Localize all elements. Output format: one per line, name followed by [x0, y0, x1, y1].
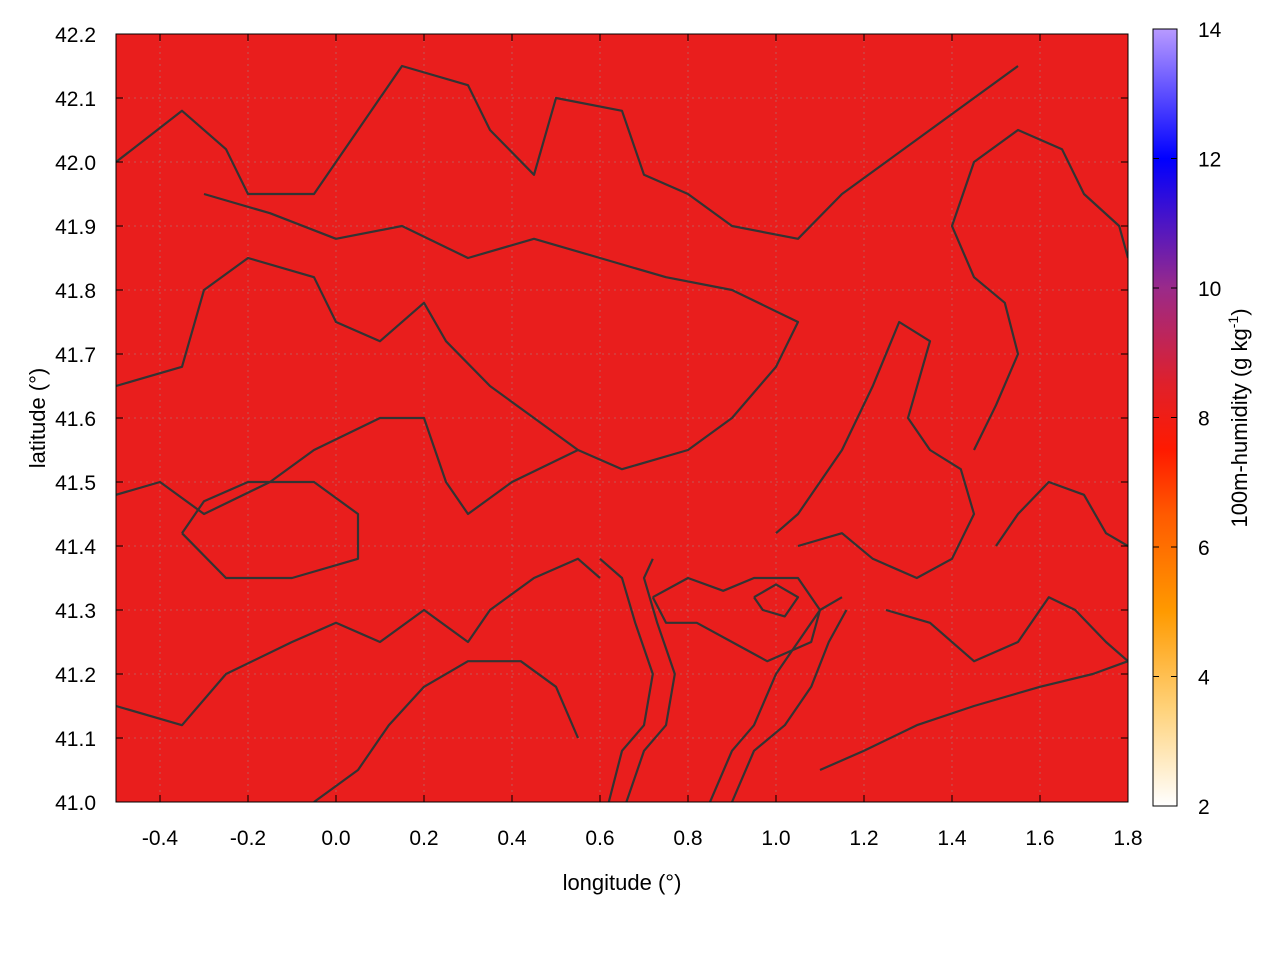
y-axis-title: latitude (°): [25, 368, 50, 469]
contour-line: [753, 583, 800, 618]
contour-line: [730, 609, 848, 802]
grid-lines: [116, 34, 1128, 802]
x-tick-label: -0.4: [142, 827, 179, 850]
y-tick-label: 41.4: [55, 536, 96, 559]
contour-line: [995, 480, 1128, 547]
contour-line: [313, 660, 580, 802]
y-tick-label: 42.0: [55, 152, 96, 175]
y-tick-label: 41.0: [55, 792, 96, 815]
contour-line: [775, 320, 976, 580]
x-axis: -0.4 -0.2 0.0 0.2 0.4 0.6 0.8 1.0 1.2 1.4 1.6 1.8: [142, 34, 1143, 850]
x-tick-label: 1.8: [1113, 827, 1142, 850]
y-tick-label: 42.2: [55, 24, 96, 47]
y-tick-label: 41.6: [55, 408, 96, 431]
contour-line: [819, 660, 1128, 772]
colorbar: 2 4 6 8 10 12 14 100m-humidity (g kg-1): [1152, 19, 1252, 819]
y-axis: 41.0 41.1 41.2 41.3 41.4 41.5 41.6 41.7 41.8 41.9…: [55, 24, 1128, 815]
y-tick-label: 41.7: [55, 344, 96, 367]
colorbar-tick-label: 4: [1198, 667, 1210, 690]
colorbar-title: 100m-humidity (g kg-1): [1225, 308, 1252, 527]
x-tick-label: 0.2: [409, 827, 438, 850]
y-tick-label: 41.3: [55, 600, 96, 623]
x-tick-label: 0.6: [585, 827, 614, 850]
x-tick-label: -0.2: [230, 827, 266, 850]
y-tick-label: 41.2: [55, 664, 96, 687]
colorbar-title-base: 100m-humidity (g kg: [1227, 328, 1252, 527]
x-tick-label: 1.6: [1025, 827, 1054, 850]
colorbar-title-close: ): [1227, 308, 1252, 315]
colorbar-tick-label: 8: [1198, 408, 1210, 431]
y-tick-label: 42.1: [55, 88, 96, 111]
contour-line: [885, 596, 1128, 663]
x-tick-label: 1.4: [937, 827, 967, 850]
contour-line: [950, 128, 1128, 451]
colorbar-tick-label: 12: [1198, 149, 1221, 172]
contour-line: [116, 64, 1019, 240]
colorbar-tick-label: 6: [1198, 537, 1210, 560]
colorbar-title-exponent: -1: [1225, 316, 1241, 329]
contour-line: [599, 557, 654, 802]
colorbar-ticks: 2 4 6 8 10 12 14: [1153, 19, 1222, 819]
contour-line: [116, 416, 579, 516]
contour-line: [181, 480, 360, 580]
x-tick-label: 0.8: [673, 827, 702, 850]
y-tick-label: 41.1: [55, 728, 96, 751]
contour-line: [116, 192, 800, 471]
contour-line: [651, 576, 822, 663]
x-tick-label: 1.0: [761, 827, 790, 850]
y-tick-label: 41.8: [55, 280, 96, 303]
colorbar-tick-label: 2: [1198, 796, 1210, 819]
x-tick-label: 1.2: [849, 827, 878, 850]
y-tick-label: 41.9: [55, 216, 96, 239]
contour-line: [116, 557, 601, 727]
colorbar-tick-label: 14: [1198, 19, 1222, 42]
x-axis-title: longitude (°): [563, 870, 682, 895]
colorbar-tick-label: 10: [1198, 278, 1221, 301]
y-tick-label: 41.5: [55, 472, 96, 495]
plot-area: [115, 33, 1129, 803]
contour-line: [625, 558, 676, 802]
contour-lines: [116, 64, 1128, 802]
x-tick-label: 0.4: [497, 827, 527, 850]
x-tick-label: 0.0: [321, 827, 350, 850]
